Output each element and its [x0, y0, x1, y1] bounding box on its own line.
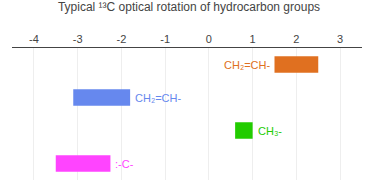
svg-text:2: 2 [293, 33, 299, 45]
svg-text::-C-: :-C- [115, 158, 134, 170]
svg-text:Typical ¹³C optical rotation o: Typical ¹³C optical rotation of hydrocar… [58, 0, 320, 14]
svg-text:-2: -2 [116, 33, 126, 45]
svg-text:CH₃-: CH₃- [258, 125, 282, 137]
svg-text:-1: -1 [160, 33, 170, 45]
svg-text:-3: -3 [73, 33, 83, 45]
svg-text:CH₂=CH-: CH₂=CH- [135, 92, 181, 104]
svg-text:1: 1 [250, 33, 256, 45]
svg-text:3: 3 [337, 33, 343, 45]
svg-text:-4: -4 [29, 33, 39, 45]
svg-text:0: 0 [206, 33, 212, 45]
svg-text:CH₂=CH-: CH₂=CH- [224, 59, 270, 71]
